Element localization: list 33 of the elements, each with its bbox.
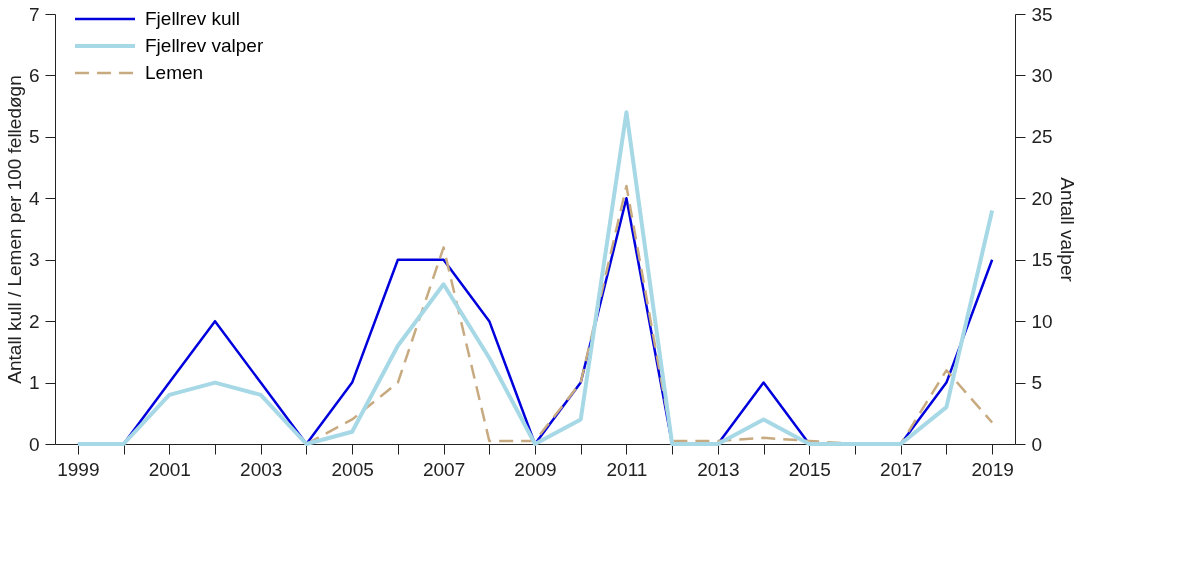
x-tick-label: 2017	[880, 458, 923, 480]
y2-tick-label: 5	[1031, 372, 1043, 394]
y-tick-label: 2	[28, 310, 40, 332]
legend-label: Fjellrev valper	[145, 35, 264, 56]
x-tick-label: 2011	[606, 458, 648, 480]
y-axis-title: Antall kull / Lemen per 100 felledøgn	[3, 75, 25, 384]
legend-label: Lemen	[145, 62, 204, 83]
x-tick-label: 2007	[422, 458, 466, 480]
y-tick-label: 0	[28, 433, 40, 455]
x-tick-label: 2001	[148, 458, 191, 480]
x-tick-label: 2013	[697, 458, 740, 480]
y-tick-label: 4	[28, 187, 40, 209]
y-tick-label: 3	[28, 249, 40, 271]
y2-tick-label: 10	[1031, 310, 1053, 332]
x-tick-label: 2019	[971, 458, 1014, 480]
y-tick-label: 7	[28, 3, 40, 25]
y2-tick-label: 30	[1031, 64, 1053, 86]
x-tick-label: 2015	[788, 458, 831, 480]
y-tick-label: 5	[28, 126, 40, 148]
y2-tick-label: 25	[1031, 126, 1053, 148]
y-tick-label: 1	[28, 372, 40, 394]
line-series	[75, 110, 995, 446]
y2-tick-label: 0	[1031, 433, 1043, 455]
x-tick-label: 2003	[240, 458, 283, 480]
x-tick-label: 1999	[57, 458, 100, 480]
x-tick-label: 2009	[514, 458, 557, 480]
y2-tick-label: 35	[1031, 3, 1053, 25]
x-tick-label: 2005	[331, 458, 374, 480]
y2-tick-label: 15	[1031, 249, 1053, 271]
y2-axis-title: Antall valper	[1056, 177, 1078, 283]
y2-tick-label: 20	[1031, 187, 1053, 209]
legend-label: Fjellrev kull	[145, 8, 241, 29]
y-tick-label: 6	[28, 64, 40, 86]
